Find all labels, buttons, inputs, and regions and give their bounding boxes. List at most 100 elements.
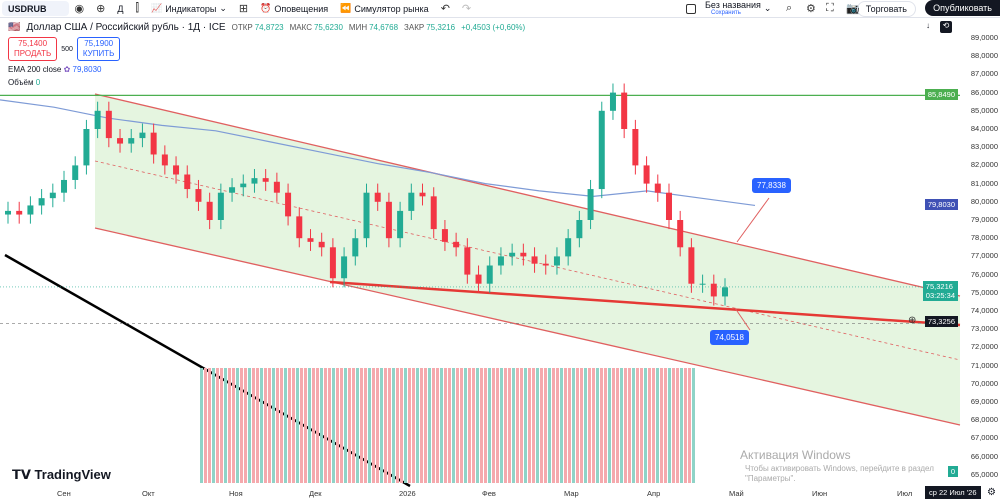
watchlist-icon[interactable]: ◉ (74, 3, 85, 15)
volume-bar (444, 368, 447, 483)
candle (677, 220, 684, 248)
volume-bar (512, 368, 515, 483)
candle (273, 181, 280, 193)
candle (688, 247, 695, 284)
volume-bar (632, 368, 635, 483)
volume-bar (336, 368, 339, 483)
chevron-down-icon: ⌄ (763, 3, 772, 13)
loading-icon: ✿ (63, 65, 71, 74)
publish-button[interactable]: Опубликовать (925, 0, 1000, 16)
auto-scale-icon[interactable]: ⟲ (940, 21, 952, 33)
x-tick-label: Сен (57, 489, 71, 498)
candle (643, 165, 650, 184)
candle (285, 192, 292, 217)
volume-bar (552, 368, 555, 483)
candle (565, 238, 572, 257)
volume-bar (544, 368, 547, 483)
redo-icon[interactable]: ↷ (461, 3, 472, 15)
volume-bar (564, 368, 567, 483)
volume-bar (576, 368, 579, 483)
upper-price-callout[interactable]: 77,8338 (752, 178, 791, 193)
indicators-button[interactable]: 📈 Индикаторы ⌄ (145, 3, 233, 14)
volume-indicator[interactable]: Объём 0 (8, 78, 525, 87)
volume-bar (252, 368, 255, 483)
volume-bar (488, 368, 491, 483)
settings-icon[interactable]: ⚙ (806, 3, 816, 15)
volume-bar (668, 368, 671, 483)
candle (385, 201, 392, 239)
volume-bar (492, 368, 495, 483)
volume-bar (684, 368, 687, 483)
candle (150, 132, 157, 155)
candle (654, 183, 661, 193)
interval-button[interactable]: Д (117, 3, 124, 14)
candle (453, 241, 460, 248)
candles-icon[interactable]: ⫿ (135, 2, 139, 14)
quick-search-icon[interactable]: ⌕ (786, 2, 793, 14)
templates-icon[interactable]: ⊞ (238, 3, 249, 15)
candle (217, 192, 224, 220)
volume-bar (688, 368, 691, 483)
volume-bar (588, 368, 591, 483)
add-plus-icon[interactable]: ⊕ (908, 315, 917, 326)
volume-tag: 0 (947, 466, 958, 477)
volume-bar (432, 368, 435, 483)
volume-bar (248, 368, 251, 483)
candle (329, 247, 336, 279)
candle (542, 263, 549, 266)
buy-price: 75,1900 (84, 39, 114, 48)
crosshair-date-tag: ср 22 Июл '26 (925, 486, 981, 499)
candle (509, 252, 516, 257)
lower-price-callout[interactable]: 74,0518 (710, 330, 749, 345)
volume-bar (220, 368, 223, 483)
volume-bar (472, 368, 475, 483)
candle (105, 110, 112, 139)
alerts-button[interactable]: ⏰ Оповещения (254, 3, 334, 14)
layout-button[interactable]: Без названия Сохранить ⌄ (680, 0, 777, 17)
volume-bar (532, 368, 535, 483)
ema-indicator[interactable]: EMA 200 close ✿ 79,8030 (8, 65, 525, 74)
sell-price: 75,1400 (18, 39, 48, 48)
volume-bar (276, 368, 279, 483)
volume-bar (216, 368, 219, 483)
fullscreen-icon[interactable]: ⛶ (826, 2, 834, 14)
volume-value: 0 (35, 78, 41, 87)
volume-bar (468, 368, 471, 483)
volume-bar (240, 368, 243, 483)
volume-bar (332, 368, 335, 483)
volume-label: Объём (8, 78, 34, 87)
candle (441, 229, 448, 242)
y-tick-label: 85,0000 (970, 105, 998, 115)
windows-watermark: Активация Windows (740, 448, 851, 462)
low-label: МИН (348, 23, 368, 32)
symbol-search[interactable]: USDRUB (2, 1, 69, 16)
x-tick-label: Мар (564, 489, 579, 498)
volume-bar (424, 368, 427, 483)
save-link[interactable]: Сохранить (711, 9, 741, 16)
settings-gear-icon[interactable]: ⚙ (987, 487, 996, 498)
x-tick-label: Июл (897, 489, 913, 498)
add-compare-icon[interactable]: ⊕ (96, 3, 106, 15)
volume-bar (344, 368, 347, 483)
trade-button[interactable]: Торговать (856, 1, 916, 17)
candle (486, 265, 493, 284)
price-chart[interactable] (0, 18, 1000, 504)
sell-button[interactable]: 75,1400 ПРОДАТЬ (8, 37, 58, 61)
undo-icon[interactable]: ↶ (440, 3, 450, 15)
buy-button[interactable]: 75,1900 КУПИТЬ (76, 37, 121, 61)
replay-button[interactable]: ⏪ Симулятор рынка (334, 3, 435, 14)
volume-bar (288, 368, 291, 483)
y-tick-label: 66,0000 (970, 451, 998, 461)
callout-connector (734, 307, 751, 331)
camera-icon[interactable]: 📷 (846, 3, 860, 15)
x-tick-label: Окт (142, 489, 155, 498)
volume-bar (508, 368, 511, 483)
volume-bar (300, 368, 303, 483)
scroll-down-icon[interactable]: ↓ (926, 21, 930, 30)
volume-bar (520, 368, 523, 483)
tradingview-logo[interactable]: 𝗧𝗩 TradingView (12, 467, 111, 482)
volume-bar (428, 368, 431, 483)
candle (621, 92, 628, 129)
candle (553, 256, 560, 266)
volume-bar (556, 368, 559, 483)
